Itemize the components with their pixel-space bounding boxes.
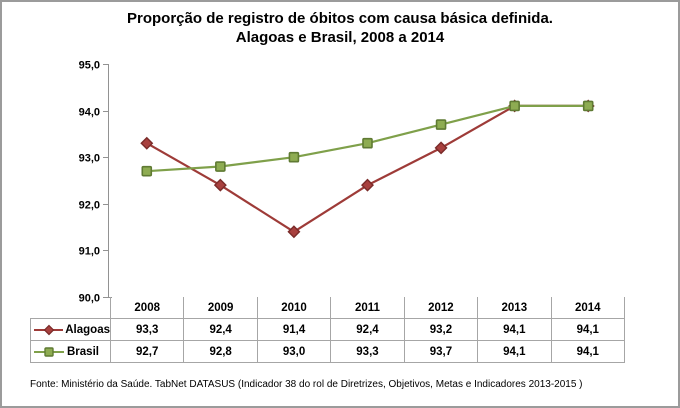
legend-row: Brasil	[30, 340, 111, 363]
legend-cell-alagoas: Alagoas	[30, 318, 111, 341]
legend-square-marker-icon	[34, 346, 64, 357]
table-header-year: 2014	[550, 297, 626, 319]
table-header-year: 2009	[183, 297, 258, 319]
table-header-row: 2008 2009 2010 2011 2012 2013 2014	[109, 297, 626, 319]
square-marker-icon	[141, 165, 153, 177]
legend-cell-brasil: Brasil	[30, 340, 111, 363]
y-axis-tick-label: 93,0	[79, 153, 100, 165]
table-cell-value: 94,1	[550, 340, 626, 363]
table-cell-value: 93,3	[330, 340, 405, 363]
table-cell-value: 92,4	[330, 318, 405, 341]
table-row-alagoas: 93,3 92,4 91,4 92,4 93,2 94,1 94,1	[109, 318, 626, 341]
legend-diamond-marker-icon	[34, 324, 64, 335]
chart-title-line2: Alagoas e Brasil, 2008 a 2014	[235, 29, 445, 46]
square-marker-icon	[362, 137, 373, 149]
table-header-year: 2011	[330, 297, 405, 319]
table-cell-value: 93,3	[109, 318, 185, 341]
legend-label-brasil: Brasil	[67, 345, 99, 358]
square-marker-icon	[582, 100, 594, 112]
square-marker-icon	[435, 119, 447, 130]
chart-title: Proporção de registro de óbitos com caus…	[2, 9, 678, 47]
table-cell-value: 93,2	[403, 318, 479, 341]
table-cell-value: 94,1	[477, 340, 552, 363]
table-header-year: 2012	[403, 297, 479, 319]
table-cell-value: 94,1	[477, 318, 552, 341]
y-axis-tick-label: 92,0	[79, 200, 100, 212]
table-header-year: 2008	[109, 297, 185, 319]
table-cell-value: 92,4	[183, 318, 258, 341]
legend-row: Alagoas	[30, 318, 111, 341]
data-table: 2008 2009 2010 2011 2012 2013 2014 93,3 92,4 91,4…	[109, 297, 626, 363]
square-marker-icon	[288, 151, 300, 163]
table-header-year: 2013	[477, 297, 552, 319]
y-axis-tick-label: 94,0	[79, 107, 100, 119]
square-marker-icon	[215, 161, 226, 172]
chart-legend: Alagoas Brasil	[30, 318, 111, 363]
y-axis-tick-label: 95,0	[79, 60, 100, 72]
square-marker-icon	[509, 100, 520, 112]
table-row-brasil: 92,7 92,8 93,0 93,3 93,7 94,1 94,1	[109, 340, 626, 363]
legend-label-alagoas: Alagoas	[65, 323, 110, 336]
diamond-marker-icon	[287, 225, 301, 239]
y-axis-tick-label: 91,0	[79, 246, 100, 258]
table-cell-value: 92,7	[109, 340, 185, 363]
legend-entry: Alagoas	[31, 319, 110, 340]
diamond-marker-icon	[140, 136, 154, 150]
table-cell-value: 94,1	[550, 318, 626, 341]
chart-title-line1: Proporção de registro de óbitos com caus…	[127, 10, 553, 27]
diamond-marker-icon	[361, 178, 374, 192]
series-line-alagoas	[146, 104, 589, 233]
table-cell-value: 92,8	[183, 340, 258, 363]
y-axis-tick-label: 90,0	[79, 293, 100, 305]
legend-entry: Brasil	[31, 341, 110, 362]
source-note: Fonte: Ministério da Saúde. TabNet DATAS…	[30, 379, 583, 390]
table-cell-value: 93,7	[403, 340, 479, 363]
table-cell-value: 93,0	[256, 340, 332, 363]
table-cell-value: 91,4	[256, 318, 332, 341]
diamond-marker-icon	[434, 141, 448, 155]
table-header-year: 2010	[256, 297, 332, 319]
diamond-marker-icon	[213, 178, 227, 192]
